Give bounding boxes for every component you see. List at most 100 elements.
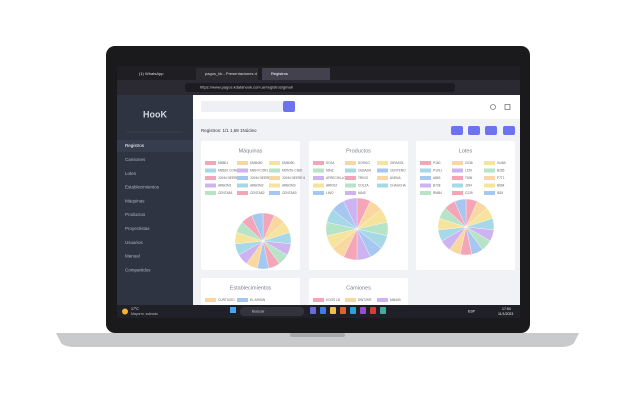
nav-item[interactable]: Productos <box>125 212 146 217</box>
legend-label: MB620 CONU <box>218 168 239 172</box>
legend-label: CENTAB2 <box>250 191 265 195</box>
legend-swatch <box>269 191 280 195</box>
start-button[interactable] <box>230 307 236 313</box>
legend-swatch <box>237 183 248 188</box>
card <box>201 278 300 305</box>
legend-swatch <box>313 183 324 188</box>
legend-swatch <box>205 191 216 195</box>
legend-swatch <box>345 168 356 173</box>
legend-label: LINO <box>326 191 334 195</box>
legend-swatch <box>452 168 463 173</box>
legend-label: B728 <box>433 183 441 187</box>
pie-slice <box>251 212 264 242</box>
legend-label: ARROZ <box>326 183 337 187</box>
app-icon[interactable] <box>330 307 336 314</box>
tab-title[interactable]: (1) WhatsApp <box>139 71 164 76</box>
nav-item[interactable]: Camiones <box>125 157 146 162</box>
legend-label: EL ARISIN <box>250 298 266 302</box>
logout-icon[interactable] <box>504 104 511 110</box>
legend-swatch <box>452 161 463 165</box>
weather-desc: Mayorm. soleado <box>131 312 158 316</box>
legend-swatch <box>345 183 356 188</box>
tool-button[interactable] <box>485 126 497 135</box>
pie-slice <box>343 197 358 230</box>
app-icon[interactable] <box>350 307 356 314</box>
legend-swatch <box>377 176 388 180</box>
legend-label: SORGO <box>358 161 370 165</box>
nav-item[interactable]: Compartidos <box>125 267 151 272</box>
tab-title[interactable]: Registros <box>271 71 288 76</box>
legend-label: AVENA <box>390 176 401 180</box>
legend-swatch <box>205 168 216 173</box>
tool-button[interactable] <box>451 126 463 135</box>
tab-title[interactable]: pagos_hk - Presentaciones d <box>205 71 257 76</box>
card-title: Máquinas <box>239 148 263 154</box>
legend-swatch <box>377 168 388 173</box>
legend-label: GIRASOL <box>390 161 404 165</box>
pie-slice <box>454 198 467 228</box>
legend-swatch <box>205 161 216 165</box>
legend-label: MONTE CIBO <box>282 168 303 172</box>
nav-item[interactable]: Lotes <box>125 171 137 176</box>
laptop-base <box>56 333 579 347</box>
nav-item[interactable]: Proyectistas <box>125 226 150 231</box>
nav-item[interactable]: Establecimientos <box>125 185 160 190</box>
summary: Registros: 1/1 1,68 1Núcleo <box>201 128 257 133</box>
legend-swatch <box>420 168 431 173</box>
app-icon[interactable] <box>320 307 326 314</box>
nav-item[interactable]: Usuarios <box>125 240 144 245</box>
settings-icon[interactable] <box>490 104 496 110</box>
tool-button[interactable] <box>468 126 480 135</box>
legend-swatch <box>313 298 324 302</box>
nav-item[interactable]: Registros <box>125 143 145 148</box>
legend-label: JOHN DEERE 5 <box>250 176 273 180</box>
legend-label: MB9 FCOR1 <box>250 168 268 172</box>
legend-label: MB801 <box>218 161 228 165</box>
legend-label: RMB4 <box>433 191 442 195</box>
clock-time: 17:54 <box>502 307 511 311</box>
legend-label: CENTENO <box>390 168 406 172</box>
legend-swatch <box>313 176 324 180</box>
nav-item[interactable]: Máquinas <box>125 198 145 203</box>
legend-swatch <box>484 168 495 173</box>
tab-active[interactable] <box>262 68 330 80</box>
legend-label: B664 <box>497 183 505 187</box>
legend-label: CURTIUSO <box>218 298 235 302</box>
legend-swatch <box>484 191 495 195</box>
legend-swatch <box>205 176 216 180</box>
search-text[interactable]: Buscar <box>252 309 265 314</box>
legend-swatch <box>345 176 356 180</box>
search-box[interactable] <box>201 101 283 112</box>
url-field[interactable] <box>185 83 455 92</box>
search-bar[interactable] <box>240 307 304 316</box>
legend-label: I815 <box>497 191 503 195</box>
tool-button[interactable] <box>503 126 515 135</box>
app-icon[interactable] <box>370 307 376 314</box>
legend-label: KOOS LB <box>326 298 340 302</box>
legend-swatch <box>237 191 248 195</box>
url[interactable]: https://www.pagos.kdatahook.com.ar/regis… <box>200 85 293 90</box>
app-icon[interactable] <box>380 307 386 314</box>
app-icon[interactable] <box>310 307 316 314</box>
card-title: Camiones <box>346 285 371 291</box>
legend-label: J294 <box>465 183 472 187</box>
legend-label: MAIS <box>358 191 366 195</box>
legend-label: AFRECHILLO <box>326 176 347 180</box>
search-button[interactable] <box>283 101 295 112</box>
weather-icon <box>122 308 128 315</box>
legend-swatch <box>205 183 216 188</box>
clock-date: 11/1/2023 <box>498 312 513 316</box>
legend-swatch <box>345 191 356 195</box>
weather-temp: 17°C <box>131 307 139 311</box>
legend-swatch <box>420 191 431 195</box>
app-icon[interactable] <box>360 307 366 314</box>
app-icon[interactable] <box>340 307 346 314</box>
legend-swatch <box>237 298 248 302</box>
legend-label: DMB350 <box>282 161 295 165</box>
legend-swatch <box>452 183 463 188</box>
legend-label: ARBOM2 <box>250 183 264 187</box>
nav-item[interactable]: Manual <box>125 254 140 259</box>
tab[interactable] <box>196 68 258 80</box>
